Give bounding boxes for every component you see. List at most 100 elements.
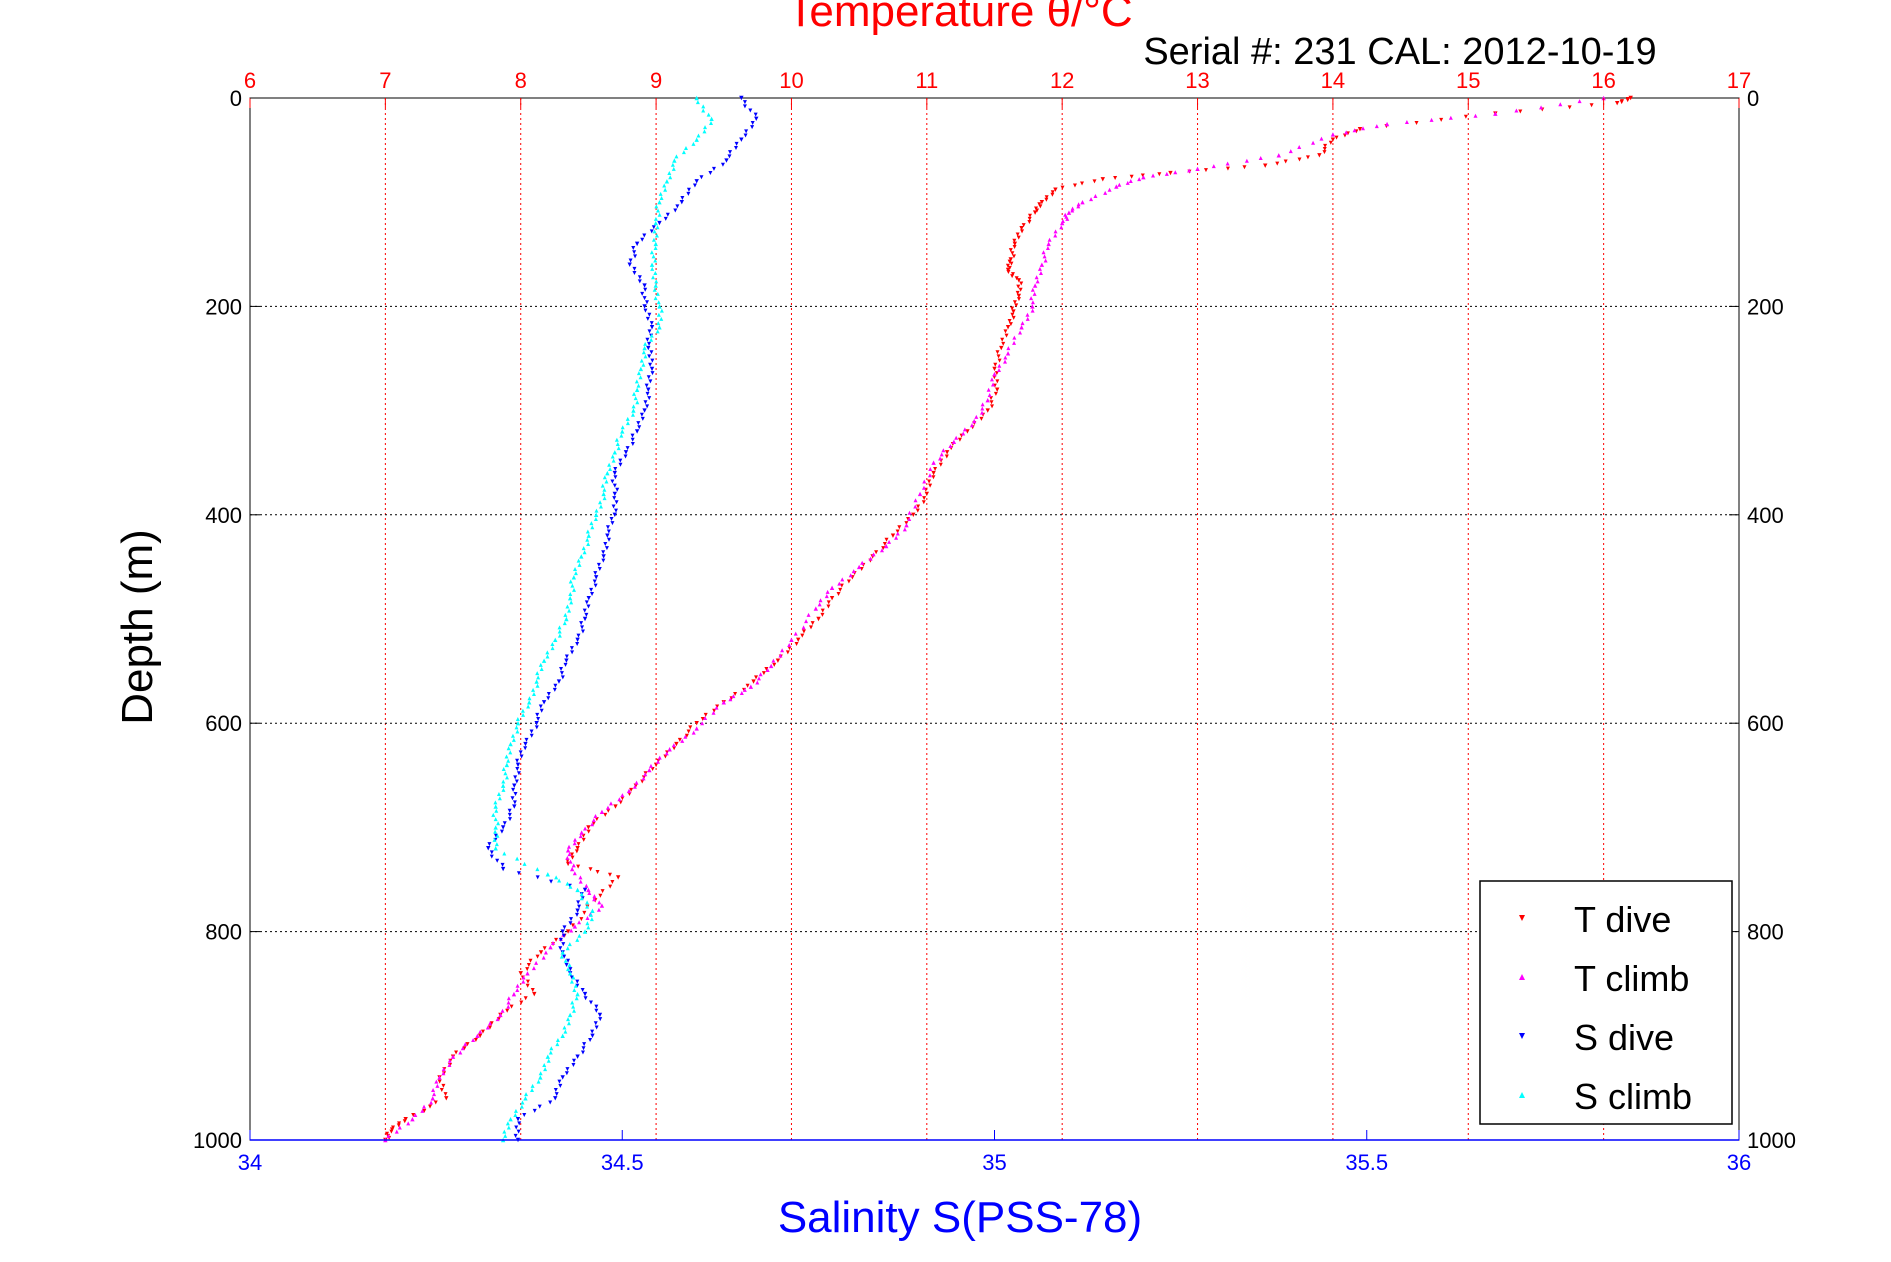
data-point	[1018, 287, 1023, 292]
data-point	[585, 900, 590, 905]
data-point	[521, 979, 526, 984]
data-point	[1076, 204, 1081, 209]
data-point	[655, 208, 660, 213]
data-point	[480, 1029, 485, 1034]
data-point	[535, 671, 540, 676]
data-point	[604, 546, 609, 551]
data-point	[1018, 330, 1023, 335]
data-point	[575, 887, 580, 893]
data-point	[570, 650, 575, 655]
data-point	[985, 397, 990, 403]
data-point	[916, 504, 921, 509]
data-point	[567, 595, 573, 601]
data-point	[605, 525, 610, 530]
data-point	[553, 683, 558, 688]
data-point	[667, 747, 672, 752]
data-point	[500, 862, 505, 867]
data-point	[1011, 315, 1016, 320]
data-point	[643, 287, 648, 292]
data-point	[563, 612, 568, 617]
data-point	[931, 475, 936, 480]
data-point	[582, 910, 587, 915]
data-point	[897, 525, 902, 530]
data-point	[1164, 171, 1169, 176]
data-point	[826, 600, 831, 605]
data-point	[593, 583, 598, 588]
legend-marker	[1519, 1092, 1525, 1098]
data-point	[439, 1087, 444, 1092]
data-point	[686, 191, 691, 196]
data-point	[1330, 132, 1336, 137]
data-point	[840, 577, 845, 582]
data-point	[583, 826, 588, 831]
data-point	[663, 187, 668, 192]
data-point	[514, 725, 519, 730]
x-axis-label: Salinity S(PSS-78)	[778, 1193, 1142, 1242]
data-point	[944, 454, 949, 459]
data-point	[554, 1092, 559, 1097]
data-point	[505, 775, 510, 780]
data-point	[895, 531, 900, 536]
data-point	[691, 141, 696, 146]
data-point	[1010, 306, 1015, 311]
data-point	[1035, 279, 1040, 284]
data-point	[557, 633, 562, 638]
data-point	[643, 341, 648, 346]
data-point	[614, 500, 619, 505]
data-point	[501, 767, 506, 772]
data-point	[1012, 245, 1017, 250]
data-point	[571, 863, 576, 868]
data-point	[580, 625, 585, 630]
data-point	[647, 312, 652, 317]
data-point	[1072, 183, 1077, 188]
data-point	[575, 642, 580, 647]
data-point	[1044, 197, 1049, 202]
data-point	[634, 241, 640, 247]
data-point	[538, 1075, 543, 1080]
series-layer	[383, 95, 1633, 1143]
data-point	[618, 462, 623, 467]
temperature-tick-label: 6	[244, 68, 256, 93]
data-point	[1070, 206, 1075, 211]
data-point	[611, 504, 616, 509]
data-point	[581, 546, 586, 551]
data-point	[550, 941, 555, 946]
data-point	[675, 204, 680, 209]
data-point	[1360, 126, 1365, 131]
data-point	[636, 371, 641, 376]
data-point	[585, 904, 590, 909]
data-point	[525, 971, 530, 976]
data-point	[647, 341, 652, 346]
data-point	[536, 1079, 541, 1084]
data-point	[493, 817, 498, 822]
data-point	[535, 875, 540, 880]
data-point	[1429, 117, 1434, 122]
data-point	[567, 844, 572, 849]
data-point	[800, 633, 805, 638]
data-point	[742, 104, 747, 109]
data-point	[567, 1012, 573, 1018]
depth-tick-label-right: 400	[1747, 503, 1784, 528]
data-point	[820, 608, 825, 613]
data-point	[1004, 333, 1009, 338]
data-point	[979, 416, 984, 421]
data-point	[598, 893, 603, 898]
depth-tick-label-left: 0	[230, 86, 242, 111]
data-point	[525, 979, 530, 984]
data-point	[700, 721, 705, 726]
data-point	[825, 589, 830, 594]
legend-label: S climb	[1574, 1076, 1692, 1117]
data-point	[604, 479, 609, 484]
data-point	[523, 746, 528, 751]
data-point	[642, 304, 647, 309]
data-point	[1047, 237, 1052, 242]
data-point	[1242, 165, 1247, 170]
data-point	[1016, 293, 1022, 299]
data-point	[625, 421, 630, 426]
data-point	[567, 962, 572, 967]
data-point	[1001, 341, 1006, 346]
data-point	[541, 955, 546, 960]
data-point	[986, 387, 991, 392]
legend-marker	[1519, 974, 1525, 980]
data-point	[645, 404, 650, 409]
